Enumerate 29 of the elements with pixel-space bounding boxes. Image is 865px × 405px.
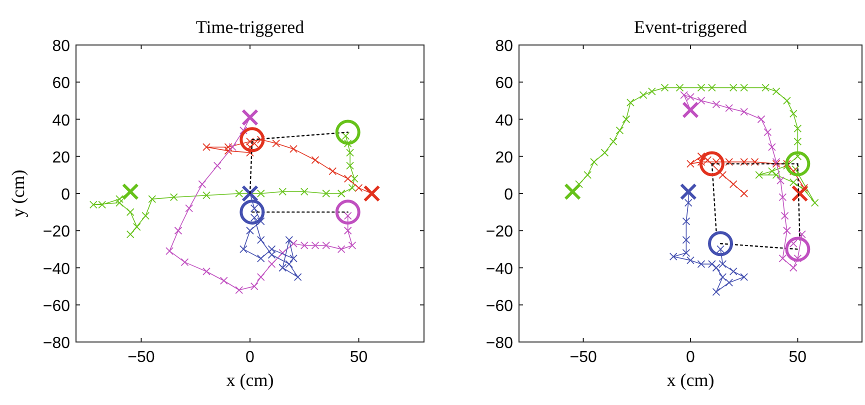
x-axis-title: x (cm) [226, 370, 274, 390]
y-tick-label: −20 [486, 224, 514, 241]
y-tick-label: −80 [42, 335, 70, 352]
y-tick-label: 0 [504, 186, 514, 204]
x-tick-label: −50 [128, 349, 155, 366]
x-tick-label: 50 [788, 349, 807, 366]
x-tick-label: 0 [246, 349, 255, 366]
y-tick-label: −40 [42, 260, 70, 278]
x-tick-label: 0 [686, 349, 696, 366]
y-tick-label: 60 [52, 75, 70, 92]
x-tick-label: −50 [570, 349, 597, 366]
y-tick-label: 40 [495, 112, 514, 130]
x-tick-label: 50 [350, 349, 368, 366]
y-tick-label: −60 [486, 298, 514, 315]
y-tick-label: 60 [495, 75, 514, 92]
y-tick-label: 40 [52, 112, 70, 130]
y-tick-label: −60 [42, 298, 70, 315]
y-tick-label: −40 [486, 260, 514, 278]
y-axis-title: y (cm) [8, 170, 28, 218]
chart-title: Event-triggered [634, 17, 747, 37]
y-tick-label: 80 [495, 38, 514, 55]
chart-title: Time-triggered [196, 17, 304, 37]
y-tick-label: −20 [42, 224, 70, 241]
y-tick-label: 20 [495, 149, 514, 166]
y-tick-label: 0 [61, 186, 70, 204]
y-tick-label: 20 [52, 149, 70, 166]
y-tick-label: 80 [52, 38, 70, 55]
x-axis-title: x (cm) [666, 370, 714, 390]
y-tick-label: −80 [486, 335, 514, 352]
